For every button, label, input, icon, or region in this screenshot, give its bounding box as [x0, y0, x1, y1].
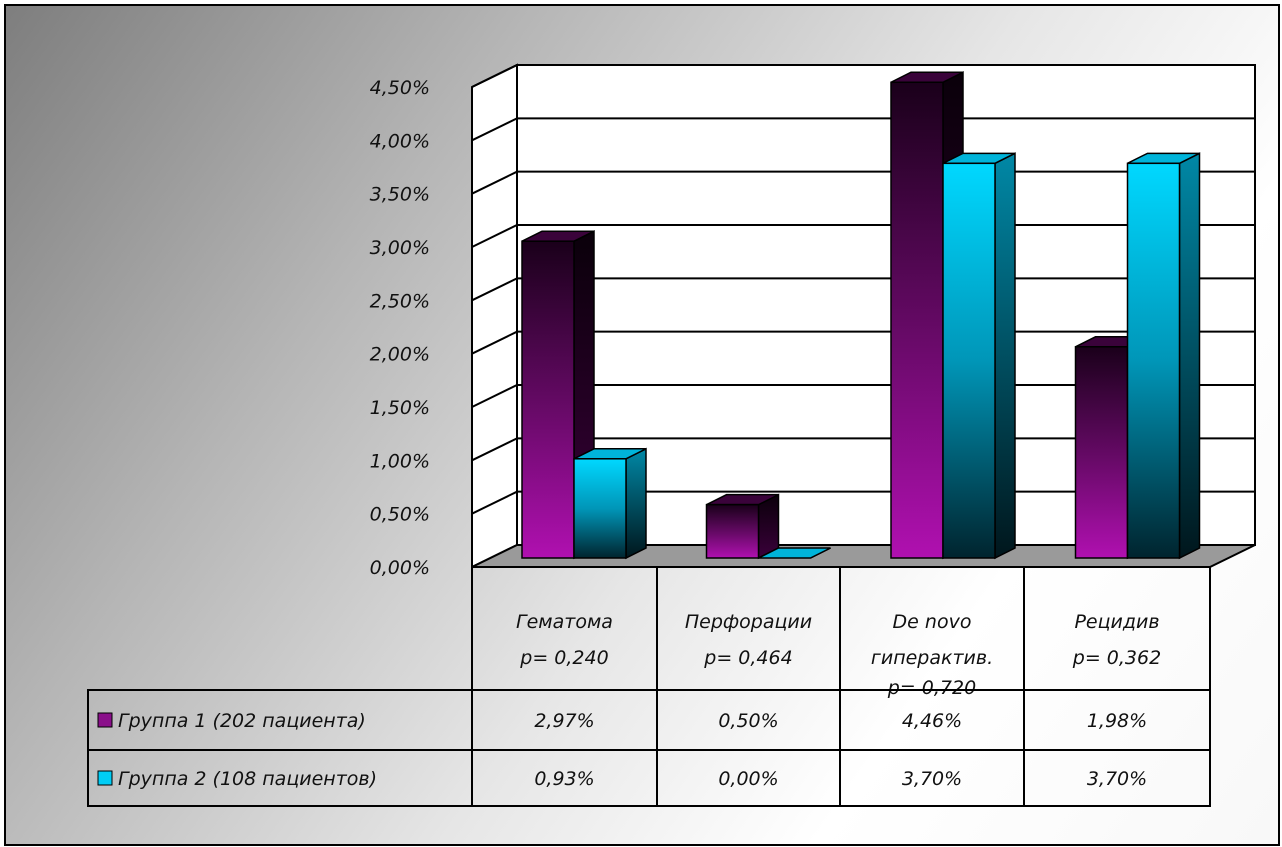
y-tick-label: 0,00% — [370, 557, 430, 579]
category-label: p= 0,240 — [519, 647, 608, 669]
legend-label-group-1: Группа 1 (202 пациента) — [118, 710, 366, 732]
data-value-label: 3,70% — [1087, 768, 1147, 790]
bar-side-s2-c1 — [625, 447, 647, 560]
y-tick-label: 3,50% — [370, 184, 430, 206]
category-label: De novo — [893, 611, 972, 633]
bar-side-s2-c4 — [1178, 152, 1201, 560]
y-tick-label: 2,00% — [370, 344, 430, 366]
legend-swatch-group-2 — [97, 770, 113, 786]
bar-s2-c1 — [573, 458, 627, 559]
data-value-label: 4,46% — [902, 710, 962, 732]
data-value-label: 0,93% — [534, 768, 594, 790]
y-tick-label: 1,00% — [370, 450, 430, 472]
category-label: p= 0,464 — [703, 647, 792, 669]
category-label: Гематома — [516, 611, 613, 633]
data-value-label: 1,98% — [1087, 710, 1147, 732]
side-wall — [471, 63, 518, 569]
bar-s1-c1 — [521, 240, 575, 559]
bar-top-s2-c2 — [758, 547, 831, 559]
bar-s2-c3 — [942, 162, 996, 559]
data-value-label: 0,00% — [718, 768, 778, 790]
bar-s2-c4 — [1126, 162, 1181, 559]
data-value-label: 2,97% — [534, 710, 594, 732]
category-label: Перфорации — [685, 611, 812, 633]
gridline — [471, 64, 1255, 88]
y-tick-label: 4,00% — [370, 130, 430, 152]
y-tick-label: 2,50% — [370, 290, 430, 312]
legend-label-group-2: Группа 2 (108 пациентов) — [118, 768, 377, 790]
data-value-label: 3,70% — [902, 768, 962, 790]
category-label: гиперактив. — [871, 647, 993, 669]
legend-swatch-group-1 — [97, 712, 113, 728]
bar-s1-c2 — [705, 503, 760, 559]
table-cell — [1023, 749, 1211, 807]
y-tick-label: 1,50% — [370, 397, 430, 419]
gridline — [471, 117, 1255, 142]
bar-s1-c3 — [890, 81, 944, 559]
bar-side-s1-c2 — [757, 493, 780, 560]
y-tick-label: 0,50% — [370, 504, 430, 526]
category-label: p= 0,362 — [1072, 647, 1161, 669]
bar-side-s2-c3 — [994, 152, 1016, 560]
y-tick-label: 3,00% — [370, 237, 430, 259]
category-label: p= 0,720 — [887, 677, 976, 699]
data-value-label: 0,50% — [718, 710, 778, 732]
bar-s1-c4 — [1074, 346, 1129, 559]
category-label: Рецидив — [1074, 611, 1159, 633]
y-tick-label: 4,50% — [370, 77, 430, 99]
